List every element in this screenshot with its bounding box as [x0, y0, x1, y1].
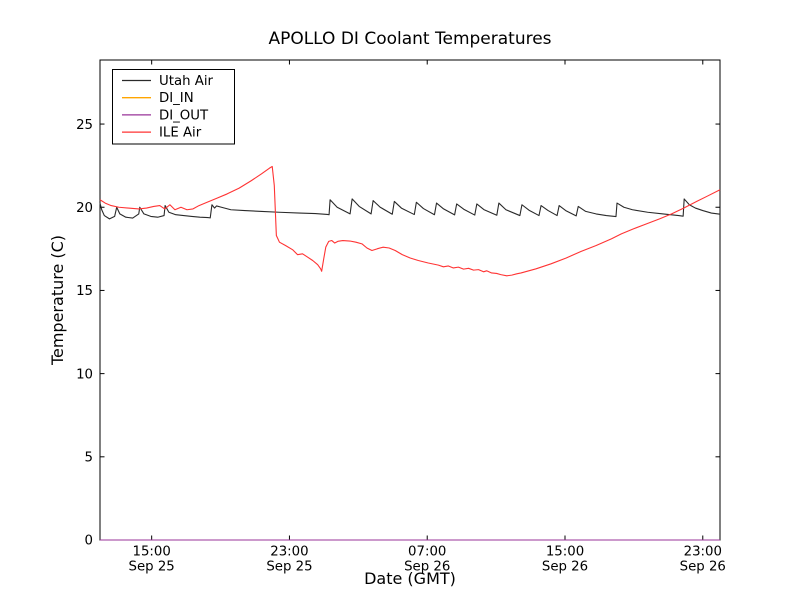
y-axis-label: Temperature (C): [48, 235, 67, 366]
x-tick-label-date: Sep 26: [542, 560, 588, 575]
x-tick-label-time: 23:00: [270, 545, 308, 560]
series-line-ile-air: [99, 165, 721, 277]
y-tick-label: 25: [76, 118, 93, 133]
chart-title: APOLLO DI Coolant Temperatures: [268, 29, 551, 49]
x-tick-label-time: 15:00: [546, 545, 584, 560]
x-tick-label-date: Sep 26: [404, 560, 450, 575]
x-axis-label: Date (GMT): [364, 569, 456, 588]
y-tick-label: 0: [85, 534, 93, 549]
x-tick-label-date: Sep 26: [680, 560, 726, 575]
legend-label-di-out: DI_OUT: [159, 108, 209, 123]
legend-item-di-out: DI_OUT: [122, 108, 209, 123]
legend-item-ile-air: ILE Air: [122, 126, 202, 141]
legend-label-di-in: DI_IN: [159, 91, 194, 106]
legend-item-utah-air: Utah Air: [122, 74, 214, 89]
legend-item-di-in: DI_IN: [122, 91, 194, 106]
legend: Utah Air DI_IN DI_OUT ILE Air: [112, 69, 235, 145]
y-tick-label: 20: [76, 201, 93, 216]
y-tick-label: 5: [85, 451, 93, 466]
y-tick-label: 10: [76, 367, 93, 382]
legend-label-utah-air: Utah Air: [159, 74, 214, 89]
y-tick-label: 15: [76, 284, 93, 299]
legend-label-ile-air: ILE Air: [159, 126, 202, 141]
x-tick-label-date: Sep 25: [129, 560, 175, 575]
x-tick-label-time: 23:00: [684, 545, 722, 560]
x-tick-label-date: Sep 25: [266, 560, 312, 575]
x-tick-label-time: 07:00: [408, 545, 446, 560]
x-tick-label-time: 15:00: [133, 545, 171, 560]
